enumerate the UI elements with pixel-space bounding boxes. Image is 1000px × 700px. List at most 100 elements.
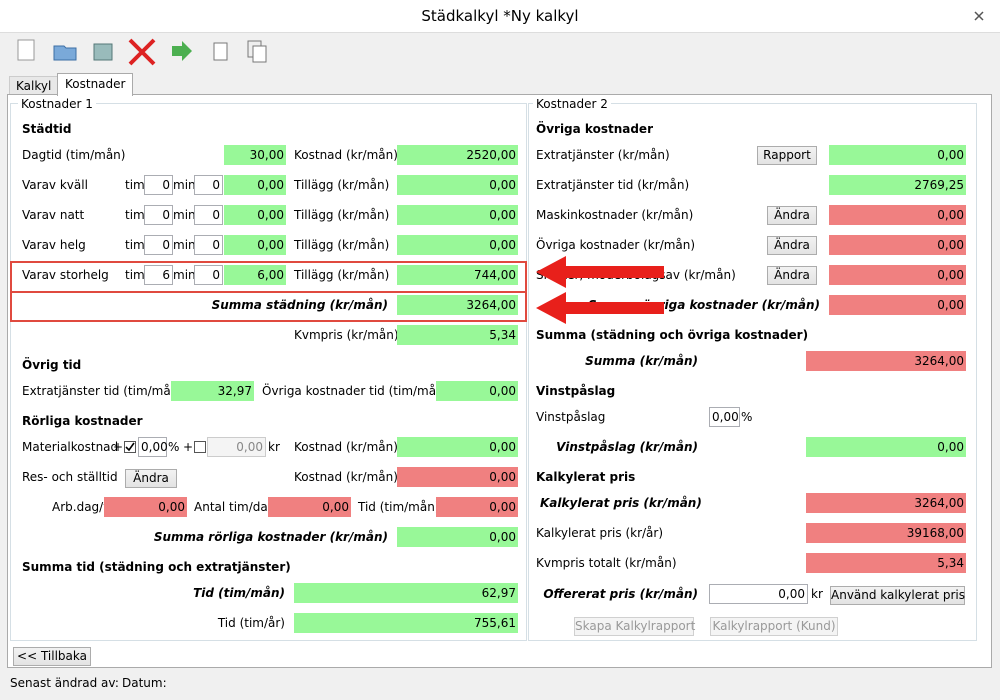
group-title: Kostnader 1 [18, 96, 96, 112]
plus: + [183, 440, 194, 454]
field: 5,34 [806, 553, 966, 573]
section-heading: Vinstpåslag [536, 384, 616, 398]
field: 0,00 [268, 497, 351, 517]
field: 0,00 [436, 381, 518, 401]
button-disabled: Kalkylrapport (Kund) [710, 617, 838, 636]
unit: tim [125, 268, 145, 282]
section-heading: Övrig tid [22, 358, 82, 372]
field-label: Tillägg (kr/mån) [294, 268, 390, 282]
field-label: Kostnad (kr/mån) [294, 148, 398, 162]
group-title: Kostnader 2 [533, 96, 611, 112]
unit: kr [811, 587, 823, 601]
close-button[interactable] [970, 7, 988, 25]
field-label: Kvmpris (kr/mån) [294, 328, 399, 342]
button[interactable]: Ändra [767, 236, 817, 255]
field: 744,00 [397, 265, 518, 285]
status-label: Datum: [122, 676, 167, 690]
field-label: Dagtid (tim/mån) [22, 148, 126, 162]
unit: min [173, 238, 196, 252]
input[interactable]: 6 [144, 265, 173, 285]
button[interactable]: Använd kalkylerat pris [830, 586, 965, 605]
highlight-box [10, 261, 527, 322]
field: 2769,25 [829, 175, 966, 195]
button[interactable]: Ändra [767, 206, 817, 225]
field-label: Materialkostnad [22, 440, 119, 454]
status-label: Senast ändrad av: [10, 676, 119, 690]
field: 3264,00 [806, 351, 966, 371]
input[interactable]: 0 [144, 205, 173, 225]
sum-label: Offererat pris (kr/mån) [543, 587, 698, 601]
field: 0,00 [224, 235, 286, 255]
sum-label: Kalkylerat pris (kr/mån) [540, 496, 702, 510]
field-label: Extratjänster tid (tim/mån) [22, 384, 184, 398]
field: 0,00 [397, 175, 518, 195]
field: 0,00 [829, 235, 966, 255]
save-icon[interactable] [93, 43, 113, 61]
input-disabled: 0,00 [207, 437, 266, 457]
section-heading: Rörliga kostnader [22, 414, 143, 428]
field-label: Res- och ställtid [22, 470, 118, 484]
delete-icon[interactable] [128, 38, 156, 66]
field-label: Kalkylerat pris (kr/år) [536, 526, 664, 540]
field: 0,00 [829, 205, 966, 225]
doc-icon[interactable] [213, 42, 228, 61]
field-label: Övriga kostnader tid (tim/mån) [262, 384, 449, 398]
field: 0,00 [104, 497, 187, 517]
unit: min [173, 268, 196, 282]
unit: min [173, 178, 196, 192]
input[interactable]: 0 [194, 175, 223, 195]
field: 2520,00 [397, 145, 518, 165]
unit: tim [125, 238, 145, 252]
input[interactable]: 0,00 [709, 584, 808, 604]
field: 0,00 [397, 205, 518, 225]
field: 39168,00 [806, 523, 966, 543]
group-box [528, 103, 977, 641]
tab-active[interactable]: Kostnader [57, 73, 134, 96]
field-label: Varav helg [22, 238, 86, 252]
unit: tim [125, 178, 145, 192]
new-icon[interactable] [17, 39, 35, 61]
input[interactable]: 0 [194, 235, 223, 255]
field: 6,00 [224, 265, 286, 285]
plus: + [113, 440, 124, 454]
field: 0,00 [397, 437, 518, 457]
button[interactable]: Rapport [757, 146, 817, 165]
input[interactable]: 0 [144, 175, 173, 195]
input[interactable]: 0,00 [138, 437, 168, 457]
field: 0,00 [397, 235, 518, 255]
sum-label: Summa rörliga kostnader (kr/mån) [153, 530, 388, 544]
unit: % [168, 440, 180, 454]
field: 0,00 [806, 437, 966, 457]
section-heading: Övriga kostnader [536, 122, 653, 136]
field-label: Extratjänster tid (kr/mån) [536, 178, 690, 192]
field: 0,00 [829, 145, 966, 165]
back-button[interactable]: << Tillbaka [13, 647, 91, 666]
sum-label: Vinstpåslag (kr/mån) [556, 440, 698, 454]
tab[interactable]: Kalkyl [9, 76, 59, 96]
field: 755,61 [294, 613, 518, 633]
section-heading: Summa tid (städning och extratjänster) [22, 560, 291, 574]
button[interactable]: Ändra [767, 266, 817, 285]
field-label: Vinstpåslag [536, 410, 606, 424]
checkbox[interactable] [194, 441, 206, 453]
button[interactable]: Ändra [125, 469, 177, 488]
input[interactable]: 0 [194, 205, 223, 225]
field: 3264,00 [397, 295, 518, 315]
input[interactable]: 0 [144, 235, 173, 255]
open-icon[interactable] [53, 45, 77, 61]
field-label: Tillägg (kr/mån) [294, 178, 390, 192]
group-box [10, 103, 527, 641]
field-label: Tillägg (kr/mån) [294, 208, 390, 222]
checkbox[interactable] [124, 441, 136, 453]
input[interactable]: 0,00 [709, 407, 740, 427]
unit: kr [268, 440, 280, 454]
field-label: Tid (tim/mån) [358, 500, 440, 514]
section-heading: Summa (städning och övriga kostnader) [536, 328, 809, 342]
field-label: Tid (tim/år) [217, 616, 285, 630]
export-icon[interactable] [172, 41, 192, 61]
field: 0,00 [829, 295, 966, 315]
arrows [536, 256, 664, 324]
input[interactable]: 0 [194, 265, 223, 285]
field: 30,00 [224, 145, 286, 165]
